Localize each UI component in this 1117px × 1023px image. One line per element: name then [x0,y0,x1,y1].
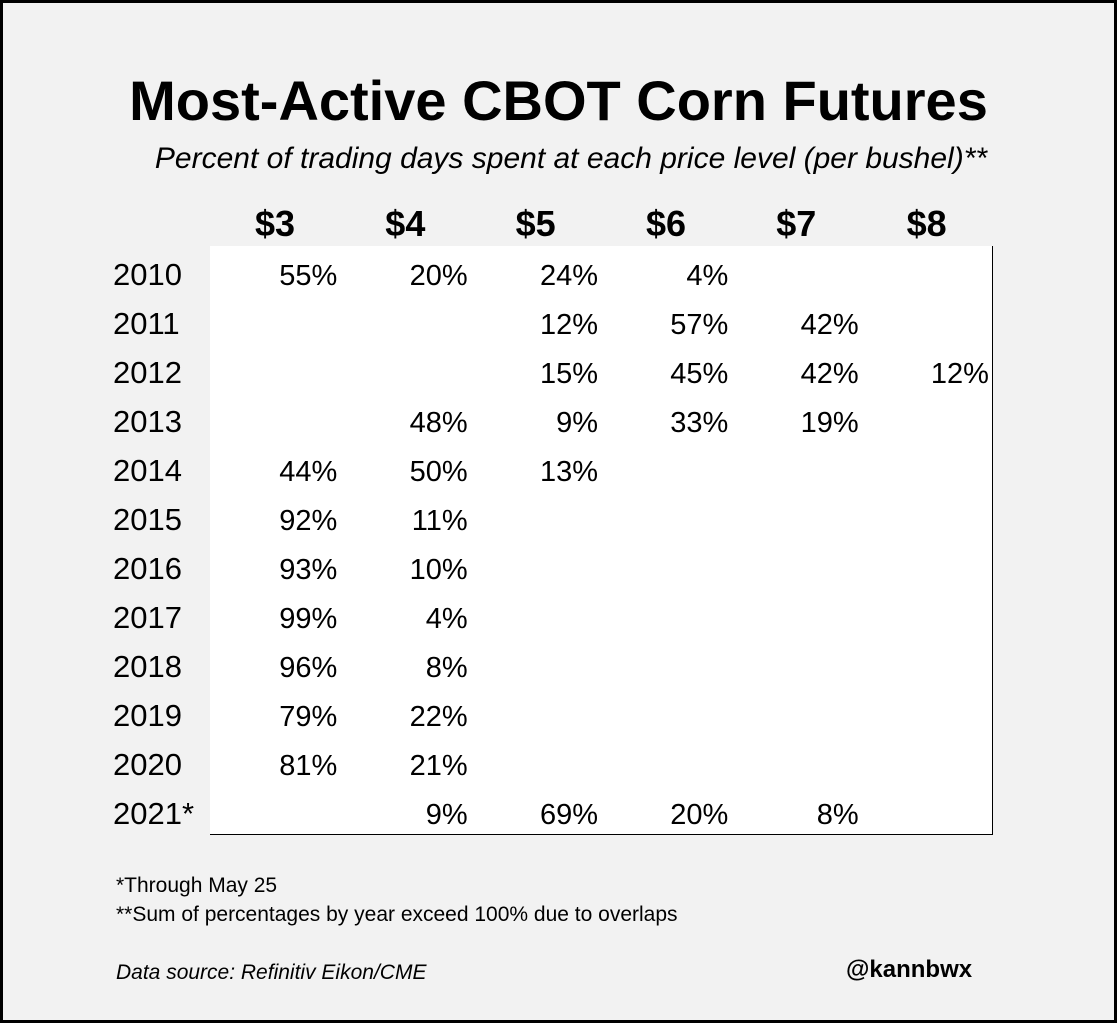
table-cell: 48% [340,393,472,443]
table-cell: 10% [340,540,472,590]
table-cell [340,344,472,394]
table-cell: 15% [470,344,602,394]
table-cell [340,295,472,345]
table-cell [731,736,863,786]
table-cell: 20% [600,785,733,835]
table-cell [861,246,993,296]
table-cell [470,491,602,541]
table-cell [210,295,342,345]
column-header: $7 [776,203,817,244]
column-header: $6 [645,203,686,244]
row-year-label: 2015 [113,502,182,537]
data-table: 55% 20% 24% 4% 12% 57% 42% 15% 45% 42% 12% 48% 9% 33%… [210,246,993,835]
table-cell: 50% [340,442,472,492]
table-cell [731,442,863,492]
table-cell: 13% [470,442,602,492]
table-cell [210,785,342,835]
table-cell [861,638,993,688]
table-cell: 99% [210,589,342,639]
table-cell: 96% [210,638,342,688]
table-cell: 12% [470,295,602,345]
table-cell [600,687,733,737]
table-cell [731,246,863,296]
table-cell [861,295,993,345]
table-cell: 9% [470,393,602,443]
row-year-label: 2020 [113,747,182,782]
table-cell: 55% [210,246,342,296]
table-cell [600,491,733,541]
chart-title: Most-Active CBOT Corn Futures [129,69,988,132]
column-header: $4 [385,203,426,244]
table-cell: 57% [600,295,733,345]
table-cell [470,589,602,639]
table-cell: 69% [470,785,602,835]
table-cell: 42% [731,344,863,394]
column-header: $8 [906,203,947,244]
table-cell: 12% [861,344,993,394]
table-cell [600,736,733,786]
table-cell [470,638,602,688]
table-cell [210,344,342,394]
table-cell: 44% [210,442,342,492]
table-cell: 33% [600,393,733,443]
table-cell [731,491,863,541]
table-cell: 92% [210,491,342,541]
row-year-label: 2021* [113,796,195,831]
table-cell: 11% [340,491,472,541]
table-cell: 45% [600,344,733,394]
row-year-label: 2014 [113,453,182,488]
table-cell [600,638,733,688]
row-year-label: 2017 [113,600,182,635]
data-source: Data source: Refinitiv Eikon/CME [116,961,427,984]
table-cell: 8% [731,785,863,835]
column-header: $3 [254,203,296,244]
table-cell [731,540,863,590]
table-cell [600,540,733,590]
row-year-label: 2019 [113,698,182,733]
column-header: $5 [515,203,556,244]
table-cell: 93% [210,540,342,590]
table-cell [470,687,602,737]
row-year-label: 2010 [113,257,182,292]
table-cell [731,589,863,639]
table-cell [210,393,342,443]
footnote-overlaps: **Sum of percentages by year exceed 100%… [116,903,678,926]
table-cell: 4% [340,589,472,639]
table-cell: 21% [340,736,472,786]
row-year-label: 2013 [113,404,182,439]
table-cell [861,442,993,492]
row-year-label: 2012 [113,355,182,390]
table-cell [600,442,733,492]
table-cell [600,589,733,639]
row-year-label: 2011 [113,306,180,341]
table-cell: 20% [340,246,472,296]
table-cell: 8% [340,638,472,688]
table-cell [861,589,993,639]
table-cell [731,638,863,688]
table-cell [861,785,993,835]
table-cell: 81% [210,736,342,786]
table-cell: 4% [600,246,733,296]
table-cell [861,736,993,786]
chart-subtitle: Percent of trading days spent at each pr… [154,142,988,175]
table-cell: 19% [731,393,863,443]
footnote-through-date: *Through May 25 [116,874,278,897]
table-cell [861,393,993,443]
row-year-label: 2016 [113,551,182,586]
table-cell [731,687,863,737]
table-cell [861,540,993,590]
row-year-label: 2018 [113,649,182,684]
table-cell: 9% [340,785,472,835]
table-cell: 24% [470,246,602,296]
table-cell: 22% [340,687,472,737]
table-cell: 79% [210,687,342,737]
table-cell [470,540,602,590]
author-handle: @kannbwx [846,956,973,983]
table-cell [861,687,993,737]
table-cell [861,491,993,541]
table-cell [470,736,602,786]
table-cell: 42% [731,295,863,345]
